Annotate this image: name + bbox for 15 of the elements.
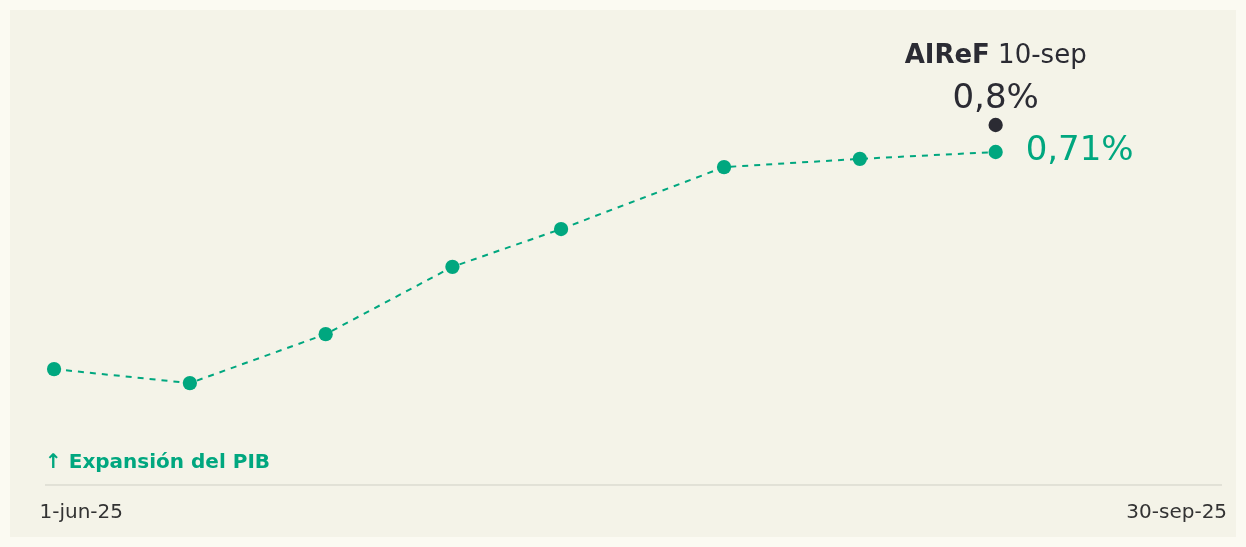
- text: AIReF 10-sep: [904, 39, 1087, 69]
- point: [988, 117, 1003, 133]
- point: [716, 160, 732, 175]
- y-axis-title: ↑ Expansión del PIB: [45, 449, 271, 473]
- point: [182, 376, 197, 391]
- annotation: 0,71%: [1025, 127, 1134, 168]
- point: [318, 327, 333, 342]
- point: [852, 151, 867, 166]
- text: 0,8%: [952, 76, 1039, 116]
- point: [445, 259, 460, 274]
- point: [553, 221, 569, 237]
- point: [46, 361, 62, 377]
- x-tick-label: 1-jun-25: [39, 499, 123, 523]
- x-tick-label: 30-sep-25: [1126, 499, 1228, 523]
- point: [988, 144, 1003, 160]
